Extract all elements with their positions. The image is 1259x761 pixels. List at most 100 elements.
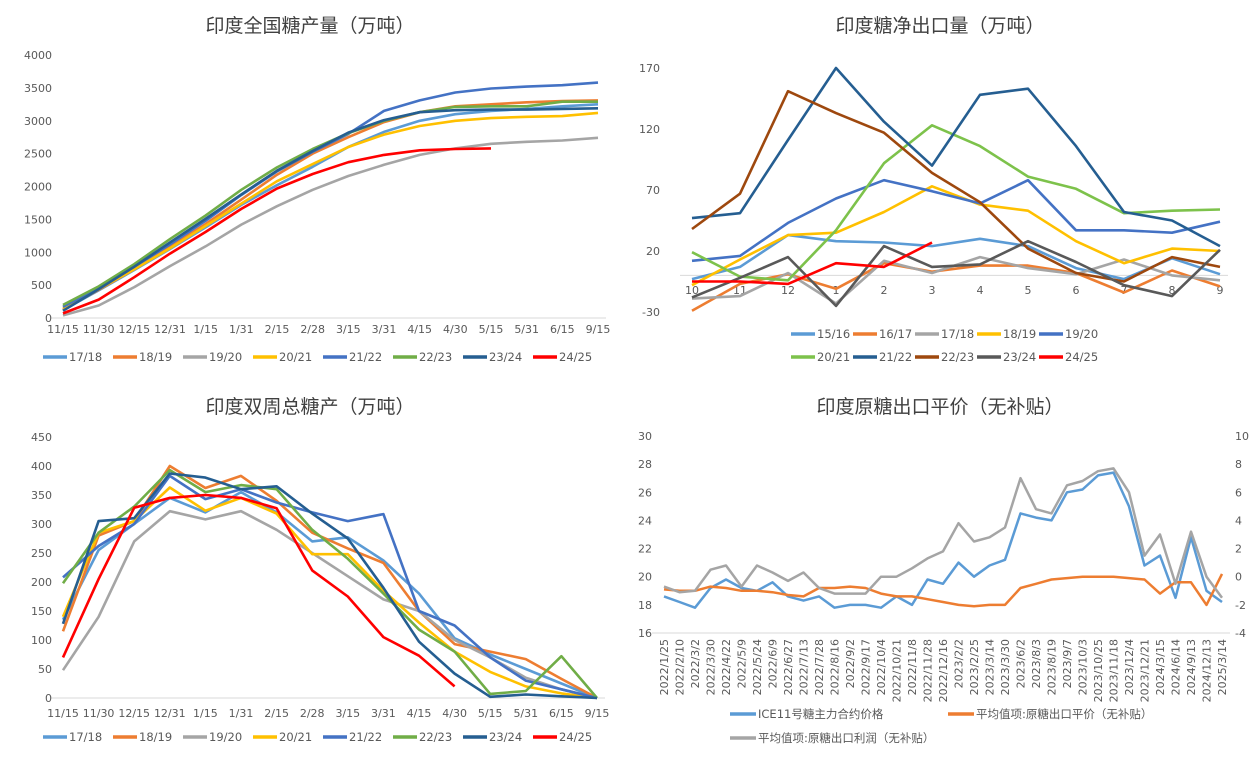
x-tick-label: 5/31 bbox=[514, 323, 539, 336]
series-line-17-18 bbox=[62, 103, 599, 312]
x-tick-label: 12/15 bbox=[118, 707, 150, 720]
x-tick-label: 1/15 bbox=[193, 707, 218, 720]
x-tick-label: 2022/7/13 bbox=[798, 639, 811, 695]
chart-4: 印度原糖出口平价（无补贴）1618202224262830-4-20246810… bbox=[638, 396, 1249, 745]
x-tick-label: 2022/12/16 bbox=[937, 639, 950, 702]
legend-item: 16/17 bbox=[853, 327, 912, 341]
legend-label: 19/20 bbox=[1065, 327, 1098, 341]
x-tick-label: 2022/11/28 bbox=[922, 639, 935, 702]
y-tick-label: 150 bbox=[31, 605, 52, 618]
x-tick-label: 12 bbox=[781, 284, 795, 297]
legend-label: 17/18 bbox=[69, 730, 102, 744]
legend-label: 23/24 bbox=[489, 350, 522, 364]
legend-item: 20/21 bbox=[253, 730, 312, 744]
x-tick-label: 2023/9/7 bbox=[1061, 639, 1074, 688]
x-tick-label: 11/15 bbox=[47, 707, 79, 720]
y-tick-label: 450 bbox=[31, 431, 52, 444]
legend-label: 22/23 bbox=[941, 350, 974, 364]
x-tick-label: 2024/3/15 bbox=[1154, 639, 1167, 695]
y2-tick-label: 2 bbox=[1235, 543, 1242, 556]
y-tick-label: 50 bbox=[38, 663, 52, 676]
x-tick-label: 2023/10/25 bbox=[1092, 639, 1105, 702]
y2-tick-label: 8 bbox=[1235, 458, 1242, 471]
x-tick-label: 7 bbox=[1121, 284, 1128, 297]
legend-item: 20/21 bbox=[253, 350, 312, 364]
legend-item: 19/20 bbox=[1039, 327, 1098, 341]
x-tick-label: 12/31 bbox=[154, 323, 186, 336]
legend-label: 17/18 bbox=[941, 327, 974, 341]
legend-label: 20/21 bbox=[279, 730, 312, 744]
y-tick-label: 20 bbox=[638, 571, 652, 584]
x-tick-label: 2/15 bbox=[265, 323, 290, 336]
legend-item: 17/18 bbox=[915, 327, 974, 341]
x-tick-label: 4 bbox=[977, 284, 984, 297]
legend-label: ICE11号糖主力合约价格 bbox=[758, 707, 884, 721]
y2-tick-label: 10 bbox=[1235, 430, 1249, 443]
series-line-18-19 bbox=[62, 99, 599, 311]
x-tick-label: 9/15 bbox=[585, 707, 610, 720]
legend-label: 19/20 bbox=[209, 350, 242, 364]
legend-item: 22/23 bbox=[915, 350, 974, 364]
y-tick-label: 3000 bbox=[24, 115, 52, 128]
series-line-ICE11-------- bbox=[663, 471, 1223, 609]
x-tick-label: 12/15 bbox=[118, 323, 150, 336]
series-line-24-25 bbox=[61, 493, 456, 688]
x-tick-label: 2022/1/25 bbox=[658, 639, 671, 695]
x-tick-label: 2023/12/21 bbox=[1139, 639, 1152, 702]
x-tick-label: 2022/5/24 bbox=[751, 639, 764, 695]
chart-title: 印度糖净出口量（万吨） bbox=[835, 15, 1044, 37]
y-tick-label: 2500 bbox=[24, 148, 52, 161]
x-tick-label: 2022/10/4 bbox=[875, 639, 888, 695]
x-tick-label: 4/15 bbox=[407, 323, 432, 336]
x-tick-label: 2023/3/30 bbox=[999, 639, 1012, 695]
x-tick-label: 3/15 bbox=[335, 707, 360, 720]
y-tick-label: 400 bbox=[31, 460, 52, 473]
x-tick-label: 1/31 bbox=[229, 707, 254, 720]
legend-item: 24/25 bbox=[533, 350, 592, 364]
legend-label: 16/17 bbox=[879, 327, 912, 341]
legend-label: 24/25 bbox=[559, 730, 592, 744]
series-line----------------- bbox=[663, 467, 1224, 599]
legend-item: 17/18 bbox=[43, 350, 102, 364]
x-tick-label: 1/15 bbox=[193, 323, 218, 336]
legend-item: 21/22 bbox=[853, 350, 912, 364]
chart-1: 印度全国糖产量（万吨） 0 500 1000 1500 2000 2500 3000 3500 4… bbox=[24, 15, 610, 364]
x-tick-label: 6/15 bbox=[549, 707, 574, 720]
legend-item: 24/25 bbox=[1039, 350, 1098, 364]
x-tick-label: 2022/5/9 bbox=[736, 639, 749, 688]
x-tick-label: 2023/8/3 bbox=[1030, 639, 1043, 688]
y2-tick-label: 6 bbox=[1235, 486, 1242, 499]
legend-item: 23/24 bbox=[463, 350, 522, 364]
legend-label: 21/22 bbox=[349, 350, 382, 364]
legend-label: 22/23 bbox=[419, 350, 452, 364]
x-tick-label: 1 bbox=[833, 284, 840, 297]
x-tick-label: 9 bbox=[1217, 284, 1224, 297]
legend-item: 18/19 bbox=[977, 327, 1036, 341]
legend-item: 15/16 bbox=[791, 327, 850, 341]
y-tick-label: 22 bbox=[638, 543, 652, 556]
series-line-16-17 bbox=[691, 261, 1221, 312]
x-tick-label: 12/31 bbox=[154, 707, 186, 720]
x-tick-label: 9/15 bbox=[586, 323, 611, 336]
legend-item: 17/18 bbox=[43, 730, 102, 744]
x-tick-label: 3 bbox=[929, 284, 936, 297]
x-tick-label: 5 bbox=[1025, 284, 1032, 297]
x-tick-label: 5/15 bbox=[479, 323, 504, 336]
chart-title: 印度双周总糖产（万吨） bbox=[205, 396, 414, 418]
x-tick-label: 2023/8/19 bbox=[1046, 639, 1059, 695]
chart-title: 印度原糖出口平价（无补贴） bbox=[816, 396, 1063, 418]
y2-tick-label: 4 bbox=[1235, 514, 1242, 527]
legend-label: 18/19 bbox=[1003, 327, 1036, 341]
legend-label: 18/19 bbox=[139, 350, 172, 364]
y-tick-label: 30 bbox=[638, 430, 652, 443]
x-tick-label: 2022/11/8 bbox=[906, 639, 919, 695]
y2-tick-label: 0 bbox=[1235, 571, 1242, 584]
y-tick-label: 170 bbox=[639, 62, 660, 75]
x-tick-label: 6/15 bbox=[550, 323, 575, 336]
y-tick-label: 300 bbox=[31, 518, 52, 531]
chart-3: 印度双周总糖产（万吨） 0 50 100 150 200 250 300 350 400 450 11… bbox=[31, 396, 609, 744]
series-line-22-23 bbox=[61, 468, 598, 699]
legend-item: ICE11号糖主力合约价格 bbox=[730, 707, 884, 721]
x-tick-label: 2024/6/14 bbox=[1170, 639, 1183, 695]
